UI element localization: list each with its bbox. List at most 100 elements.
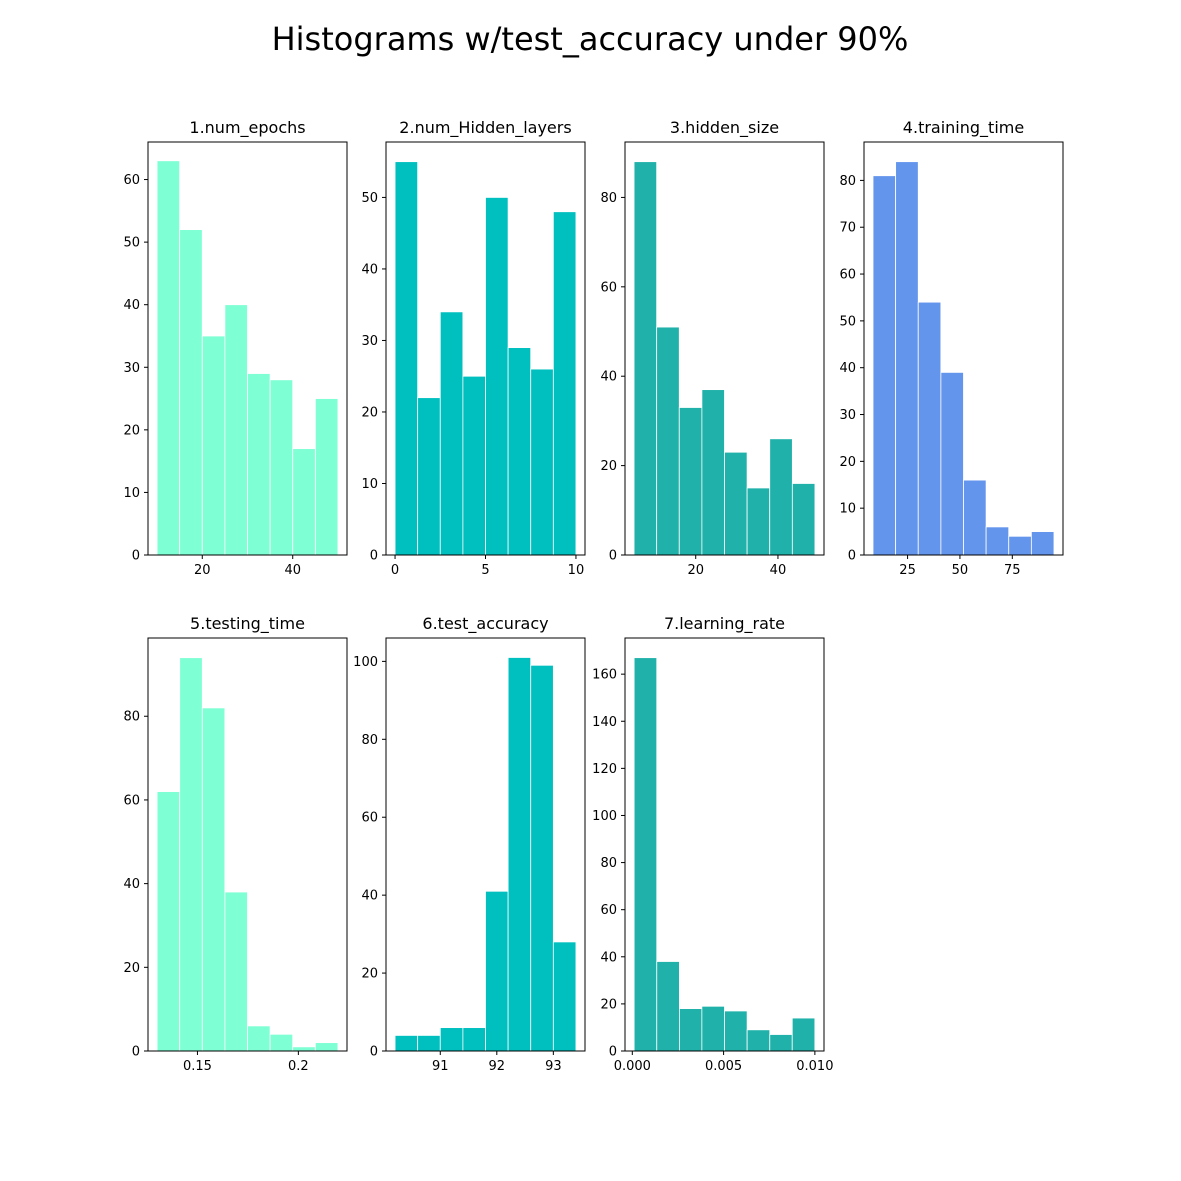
- y-tick-label: 40: [123, 877, 140, 892]
- panel-title: 2.num_Hidden_layers: [399, 118, 571, 138]
- x-tick-label: 25: [899, 563, 916, 578]
- y-tick-label: 20: [839, 455, 856, 470]
- axes-frame: [147, 637, 348, 1052]
- histogram-bar: [985, 526, 1010, 556]
- histogram-bar: [224, 304, 248, 556]
- y-tick-label: 30: [839, 408, 856, 423]
- y-tick-label: 80: [361, 733, 378, 748]
- x-tick-label: 40: [284, 563, 301, 578]
- y-tick-label: 20: [361, 405, 378, 420]
- histogram-bar: [552, 941, 577, 1052]
- histogram-bar: [179, 657, 203, 1052]
- histogram-bar: [917, 301, 942, 556]
- y-tick-label: 50: [361, 191, 378, 206]
- histogram-bar: [678, 407, 703, 556]
- histogram-bar: [656, 961, 680, 1052]
- histogram-bar: [394, 1035, 419, 1052]
- histogram-bar: [530, 664, 554, 1052]
- histogram-bar: [462, 375, 486, 556]
- x-tick-label: 91: [432, 1059, 449, 1074]
- y-tick-label: 0: [370, 1045, 378, 1060]
- histogram-bar: [439, 1027, 464, 1052]
- y-tick-label: 60: [123, 793, 140, 808]
- histogram-bar: [292, 448, 316, 556]
- histogram-bar: [769, 1034, 793, 1052]
- histogram-panel-1: 1.num_epochs 20 40 0 10 20 30 40 50 60: [123, 118, 348, 578]
- histogram-bar: [701, 389, 725, 556]
- y-tick-label: 70: [839, 221, 856, 236]
- histogram-bar: [633, 161, 658, 556]
- histogram-bar: [269, 379, 294, 556]
- panel-title: 3.hidden_size: [670, 118, 779, 138]
- y-tick-label: 10: [361, 477, 378, 492]
- panel-title: 1.num_epochs: [189, 118, 305, 138]
- axes-frame: [624, 637, 825, 1052]
- y-tick-label: 100: [353, 655, 378, 670]
- y-tick-label: 80: [600, 191, 617, 206]
- histogram-bar: [201, 335, 226, 556]
- y-tick-label: 40: [361, 262, 378, 277]
- histogram-bar: [224, 891, 248, 1052]
- y-tick-label: 60: [600, 280, 617, 295]
- y-tick-label: 50: [839, 314, 856, 329]
- histogram-bar: [963, 479, 987, 556]
- y-tick-label: 0: [370, 549, 378, 564]
- histogram-bar: [179, 229, 203, 556]
- histogram-bar: [769, 438, 793, 556]
- y-tick-label: 40: [361, 889, 378, 904]
- y-tick-label: 80: [600, 856, 617, 871]
- histogram-bar: [1008, 535, 1032, 556]
- histogram-bar: [247, 1025, 271, 1052]
- y-tick-label: 0: [609, 1045, 617, 1060]
- histogram-bar: [791, 1017, 816, 1052]
- histogram-panel-3: 3.hidden_size 20 40 0 20 40 60 80: [600, 118, 825, 578]
- histogram-bar: [633, 657, 658, 1052]
- histogram-bar: [679, 1008, 703, 1052]
- histogram-bar: [156, 160, 181, 556]
- y-tick-label: 30: [361, 334, 378, 349]
- histogram-bar: [201, 707, 226, 1052]
- y-tick-label: 10: [839, 502, 856, 517]
- panel-title: 6.test_accuracy: [422, 614, 548, 634]
- x-tick-label: 0: [391, 563, 399, 578]
- y-tick-label: 80: [839, 174, 856, 189]
- histogram-bar: [791, 483, 816, 556]
- y-tick-label: 160: [592, 668, 617, 683]
- y-tick-label: 60: [123, 173, 140, 188]
- histogram-bar: [439, 311, 464, 556]
- axes-frame: [624, 141, 825, 556]
- y-tick-label: 20: [361, 967, 378, 982]
- y-tick-label: 20: [123, 423, 140, 438]
- histogram-bar: [1030, 531, 1055, 556]
- histogram-bar: [485, 890, 509, 1052]
- histogram-bar: [746, 1029, 771, 1052]
- y-tick-label: 60: [600, 903, 617, 918]
- x-tick-label: 20: [194, 563, 211, 578]
- x-tick-label: 20: [687, 563, 704, 578]
- histogram-bar: [269, 1033, 294, 1052]
- histogram-panel-5: 5.testing_time 0.15 0.2 0 20 40 60 80: [123, 614, 348, 1074]
- axes-frame: [147, 141, 348, 556]
- histogram-bar: [701, 1005, 725, 1052]
- panel-title: 7.learning_rate: [664, 614, 785, 634]
- histogram-bar: [417, 1035, 441, 1052]
- histogram-bar: [656, 326, 680, 556]
- histogram-bar: [247, 373, 271, 556]
- histogram-bar: [292, 1046, 316, 1052]
- x-tick-label: 40: [770, 563, 787, 578]
- panel-title: 4.training_time: [903, 118, 1024, 138]
- y-tick-label: 0: [132, 1045, 140, 1060]
- histogram-bar: [895, 161, 919, 556]
- y-tick-label: 140: [592, 715, 617, 730]
- y-tick-label: 60: [361, 811, 378, 826]
- y-tick-label: 20: [600, 459, 617, 474]
- y-tick-label: 40: [123, 298, 140, 313]
- histogram-panel-4: 4.training_time 25 50 75 0 10 20 30 40 50 60 70 80: [839, 118, 1064, 578]
- histogram-bar: [394, 161, 419, 556]
- y-tick-label: 40: [600, 370, 617, 385]
- x-tick-label: 0.2: [288, 1059, 309, 1074]
- x-tick-label: 50: [952, 563, 969, 578]
- histogram-bar: [530, 368, 554, 556]
- x-tick-label: 92: [489, 1059, 506, 1074]
- histogram-panel-2: 2.num_Hidden_layers 0 5 10 0 10 20 30 40 50: [361, 118, 586, 578]
